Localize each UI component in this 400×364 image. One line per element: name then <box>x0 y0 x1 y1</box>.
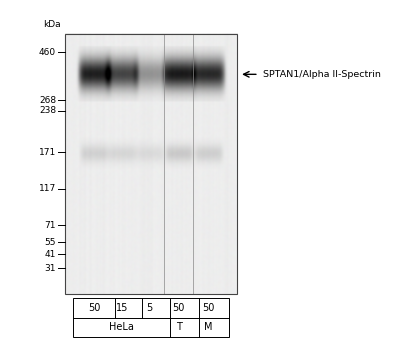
Bar <box>73 298 229 337</box>
Text: 460: 460 <box>39 48 56 57</box>
Text: 50: 50 <box>172 303 185 313</box>
Text: 268: 268 <box>39 96 56 105</box>
Text: kDa: kDa <box>43 20 61 29</box>
Text: 50: 50 <box>88 303 100 313</box>
Text: M: M <box>204 323 212 332</box>
Text: 41: 41 <box>45 249 56 258</box>
Text: SPTAN1/Alpha II-Spectrin: SPTAN1/Alpha II-Spectrin <box>263 70 380 79</box>
Bar <box>65 34 237 294</box>
Text: 50: 50 <box>202 303 214 313</box>
Text: 5: 5 <box>146 303 152 313</box>
Text: HeLa: HeLa <box>109 323 134 332</box>
Text: 171: 171 <box>39 148 56 157</box>
Text: T: T <box>176 323 182 332</box>
Text: 117: 117 <box>39 185 56 193</box>
Text: 71: 71 <box>45 221 56 230</box>
Text: 238: 238 <box>39 106 56 115</box>
Text: 55: 55 <box>45 238 56 247</box>
Text: 31: 31 <box>45 264 56 273</box>
Text: 15: 15 <box>116 303 128 313</box>
